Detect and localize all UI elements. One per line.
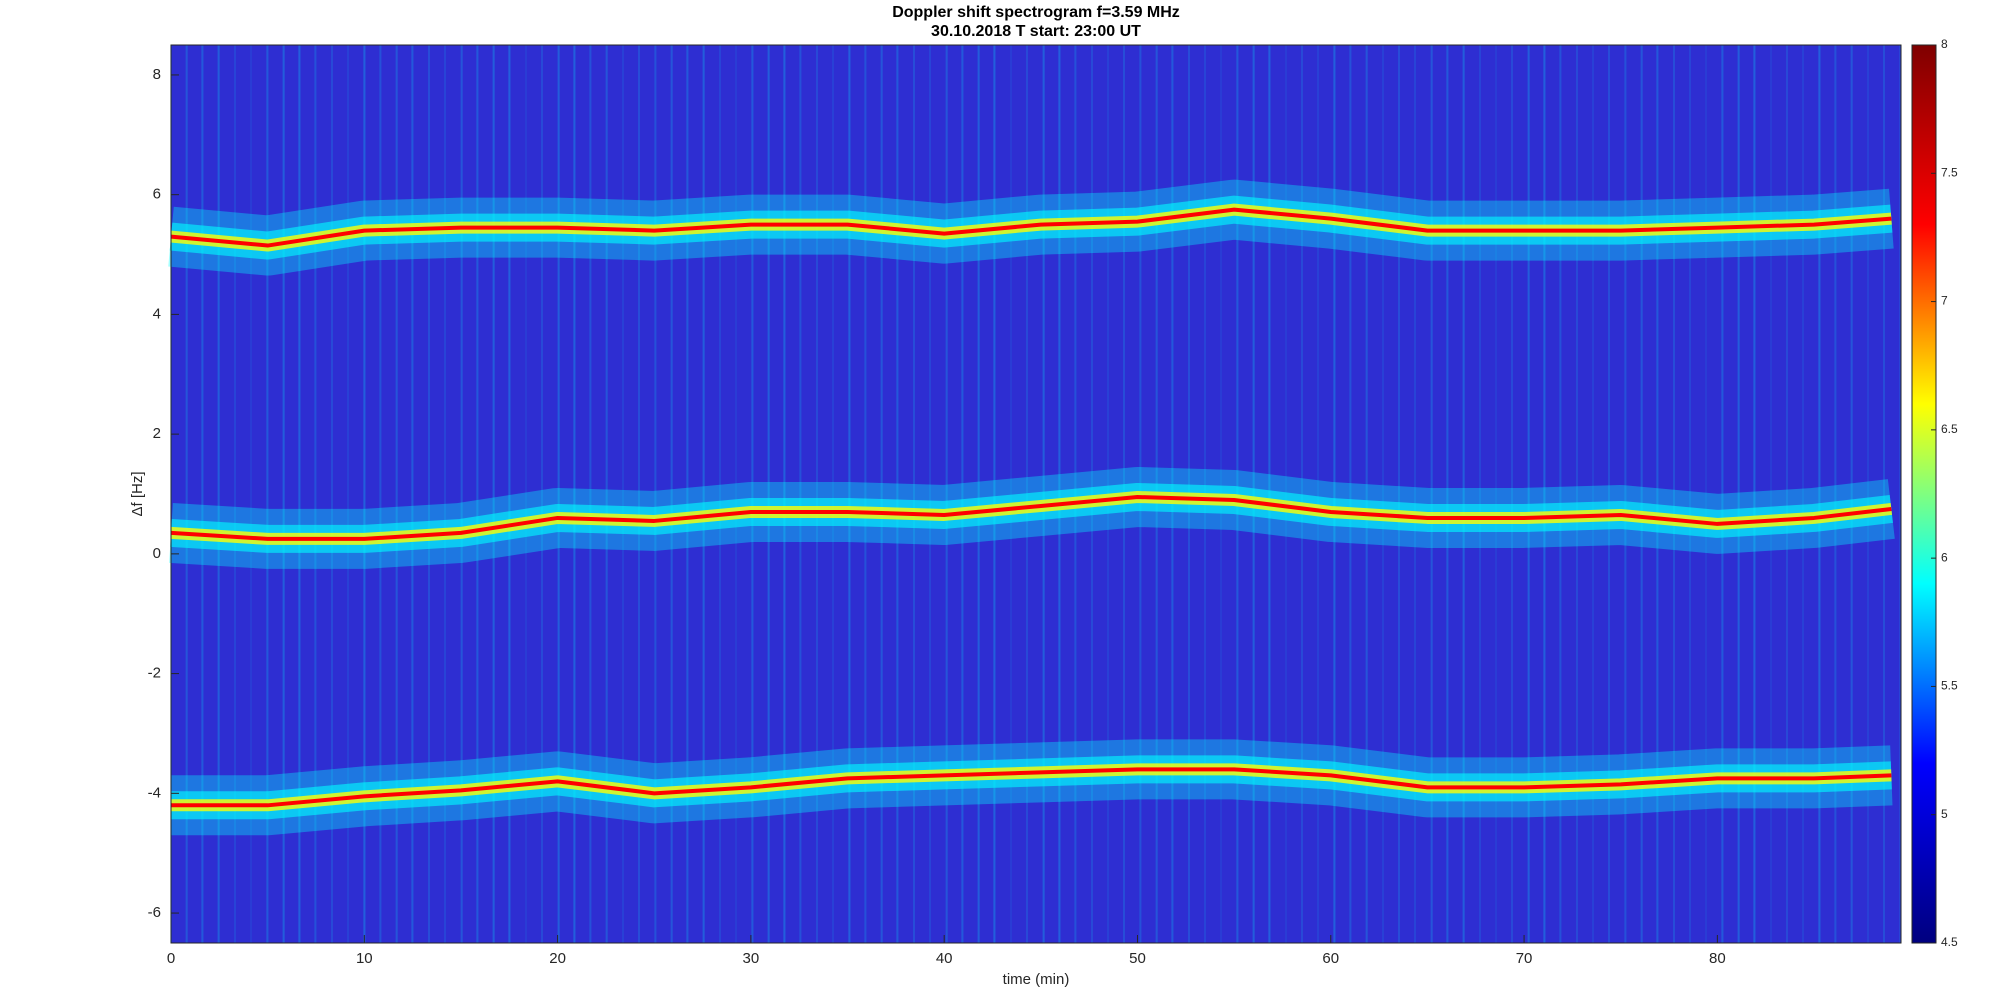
x-tick-label: 60	[1322, 950, 1339, 967]
colorbar-tick-label: 6	[1941, 550, 1948, 564]
colorbar-tick-label: 6.5	[1941, 422, 1958, 436]
x-axis-label: time (min)	[1003, 971, 1070, 988]
y-tick-label: 0	[153, 545, 161, 562]
x-tick-label: 30	[743, 950, 760, 967]
plot-frame	[170, 44, 1902, 944]
chart-title: Doppler shift spectrogram f=3.59 MHz	[892, 4, 1180, 21]
chart-subtitle: 30.10.2018 T start: 23:00 UT	[931, 23, 1141, 40]
band-trace	[170, 207, 1892, 248]
x-tick-label: 80	[1709, 950, 1726, 967]
y-tick-label: 4	[153, 305, 161, 322]
x-tick-label: 20	[549, 950, 566, 967]
y-axis-label: Δf [Hz]	[129, 471, 146, 516]
colorbar-tick-label: 5.5	[1941, 679, 1958, 693]
x-tick-label: 10	[356, 950, 373, 967]
band-trace	[170, 494, 1892, 541]
x-tick-label: 40	[936, 950, 953, 967]
x-tick-label: 0	[167, 950, 175, 967]
y-tick-label: 2	[153, 425, 161, 442]
colorbar-tick-label: 4.5	[1941, 935, 1958, 949]
band-trace	[171, 767, 1892, 808]
colorbar-tick-label: 8	[1941, 37, 1948, 51]
y-tick-label: 8	[153, 66, 161, 83]
colorbar	[1911, 44, 1937, 944]
colorbar-tick-label: 7	[1941, 294, 1948, 308]
x-tick-label: 50	[1129, 950, 1146, 967]
y-tick-label: 6	[153, 186, 161, 203]
colorbar-tick-label: 5	[1941, 807, 1948, 821]
y-tick-label: -4	[148, 784, 161, 801]
x-tick-label: 70	[1516, 950, 1533, 967]
y-tick-label: -6	[148, 904, 161, 921]
y-tick-label: -2	[148, 665, 161, 682]
colorbar-tick-label: 7.5	[1941, 165, 1958, 179]
